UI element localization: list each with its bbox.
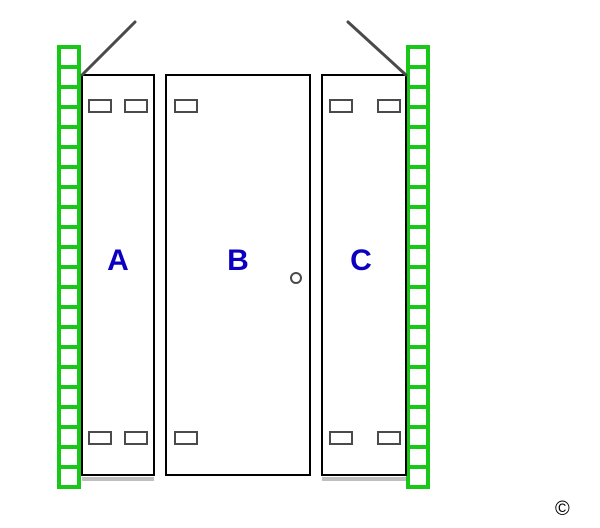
hinge-a-0 [89,100,111,112]
brick-column-right [408,47,428,487]
hinge-a-2 [89,432,111,444]
hinge-a-3 [125,432,147,444]
swing-line-0 [82,22,135,75]
hinge-c-8 [330,432,352,444]
hinge-c-7 [378,100,400,112]
hinge-b-5 [175,432,197,444]
brick-column-left [59,47,79,487]
panel-label-c: C [350,244,372,277]
hinge-c-9 [378,432,400,444]
door-knob [291,273,301,283]
hinge-a-1 [125,100,147,112]
hinge-c-6 [330,100,352,112]
copyright-mark: © [555,498,570,521]
hinge-b-4 [175,100,197,112]
panel-label-b: B [227,244,249,277]
swing-line-1 [348,22,406,75]
panel-label-a: A [107,244,129,277]
